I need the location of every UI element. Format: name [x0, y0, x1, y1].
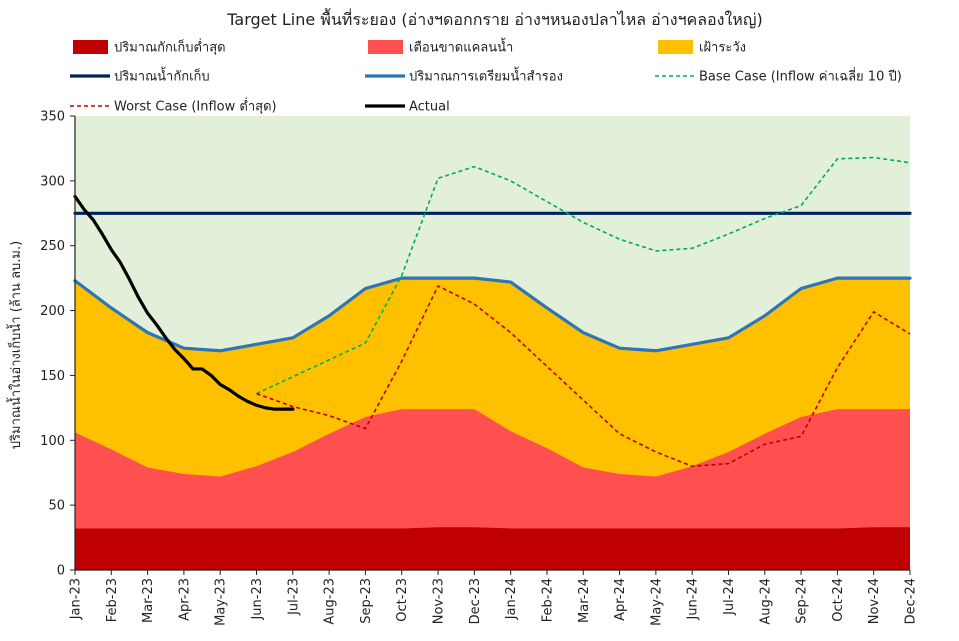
x-tick-label: Jul-23	[286, 578, 301, 616]
x-tick-label: Dec-23	[468, 578, 483, 624]
legend-item: Actual	[365, 100, 450, 115]
legend: ปริมาณกักเก็บต่ำสุด เตือนขาดแคลนน้ำ เฝ้าระ…	[70, 38, 902, 115]
y-tick-label: 300	[40, 174, 65, 189]
x-tick-label: Mar-24	[577, 578, 592, 623]
legend-label: ปริมาณกักเก็บต่ำสุด	[114, 38, 226, 56]
y-tick-label: 0	[57, 564, 65, 579]
legend-label: ปริมาณน้ำกักเก็บ	[114, 67, 210, 85]
y-tick-label: 250	[40, 239, 65, 254]
legend-swatch	[658, 40, 693, 54]
legend-item: ปริมาณการเตรียมน้ำสำรอง	[365, 67, 563, 85]
y-tick-label: 350	[40, 110, 65, 125]
x-tick-label: Oct-23	[395, 578, 410, 622]
x-tick-label: Dec-24	[904, 578, 919, 624]
y-tick-label: 50	[48, 499, 65, 514]
series-line-5	[73, 194, 295, 411]
legend-label: เฝ้าระวัง	[699, 41, 746, 56]
legend-swatch	[368, 40, 403, 54]
y-tick-label: 150	[40, 369, 65, 384]
x-tick-label: Jan-24	[504, 578, 519, 620]
legend-swatch	[73, 40, 108, 54]
legend-item: เฝ้าระวัง	[658, 40, 746, 56]
legend-item: Worst Case (Inflow ต่ำสุด)	[70, 98, 277, 115]
legend-item: ปริมาณน้ำกักเก็บ	[70, 67, 210, 85]
chart-title: Target Line พื้นที่ระยอง (อ่างฯดอกกราย อ…	[226, 8, 762, 29]
x-tick-label: Aug-23	[323, 578, 338, 625]
x-tick-label: Sep-23	[359, 578, 374, 624]
y-axis-label: ปริมาณน้ำในอ่างเก็บน้ำ (ล้าน ลบ.ม.)	[6, 241, 24, 449]
x-tick-label: Mar-23	[141, 578, 156, 623]
x-tick-label: Jul-24	[722, 578, 737, 616]
series-line-2	[73, 276, 912, 353]
legend-label: ปริมาณการเตรียมน้ำสำรอง	[409, 67, 563, 85]
x-tick-label: Nov-24	[867, 578, 882, 624]
x-tick-label: Oct-24	[831, 578, 846, 622]
x-tick-label: Jan-23	[69, 578, 84, 620]
legend-label: Base Case (Inflow ค่าเฉลี่ย 10 ปี)	[699, 68, 902, 85]
x-tick-label: Apr-23	[177, 578, 192, 621]
legend-label: Worst Case (Inflow ต่ำสุด)	[114, 98, 277, 115]
zone-area-1	[75, 527, 910, 570]
x-tick-label: Nov-23	[432, 578, 447, 624]
x-tick-label: May-24	[649, 578, 664, 626]
y-tick-label: 100	[40, 434, 65, 449]
legend-item: Base Case (Inflow ค่าเฉลี่ย 10 ปี)	[655, 68, 902, 85]
x-tick-label: Feb-23	[105, 578, 120, 622]
legend-label: เตือนขาดแคลนน้ำ	[409, 38, 513, 56]
x-tick-label: May-23	[214, 578, 229, 626]
x-tick-label: Feb-24	[540, 578, 555, 622]
x-tick-label: Sep-24	[795, 578, 810, 624]
x-tick-label: Jun-24	[686, 578, 701, 621]
legend-item: ปริมาณกักเก็บต่ำสุด	[73, 38, 226, 56]
x-tick-label: Aug-24	[758, 578, 773, 625]
series-line-4	[256, 285, 911, 468]
plot-area	[73, 116, 912, 570]
y-tick-label: 200	[40, 304, 65, 319]
x-tick-label: Apr-24	[613, 578, 628, 621]
axes: 0 50 100 150 200 250 300 350 Jan-23 Feb-23 Mar-23 A…	[40, 110, 918, 626]
x-tick-label: Jun-23	[250, 578, 265, 621]
series-line-3	[256, 156, 911, 395]
legend-item: เตือนขาดแคลนน้ำ	[368, 38, 513, 56]
legend-label: Actual	[409, 100, 450, 115]
